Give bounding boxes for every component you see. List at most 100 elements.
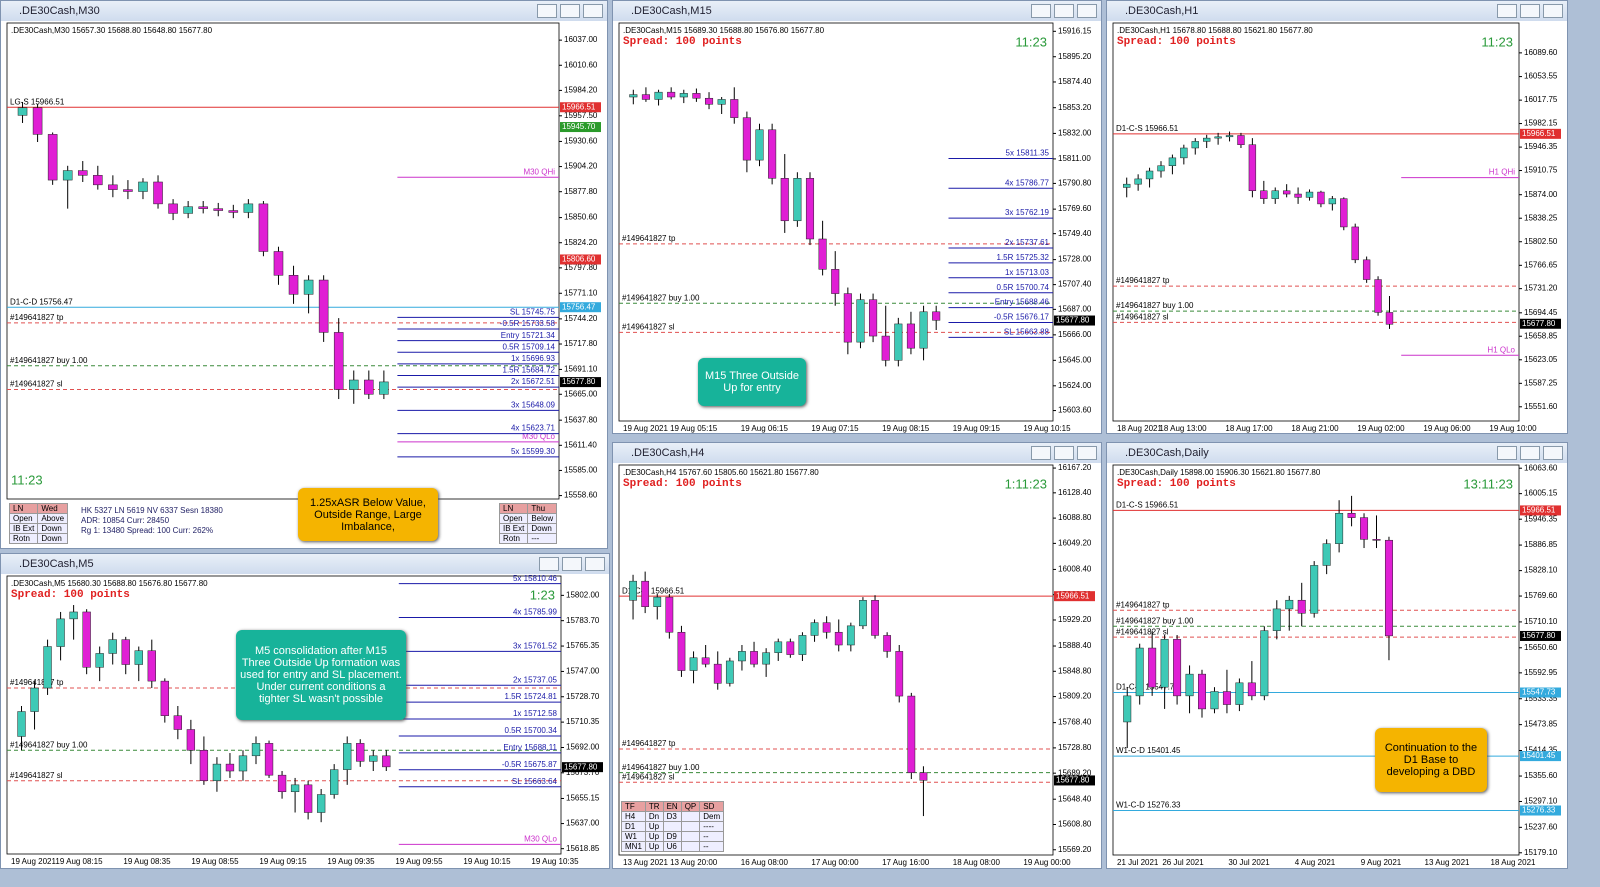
candle-body [677, 631, 686, 671]
x-tick-label: 19 Aug 06:15 [741, 424, 789, 433]
y-tick-label: 15828.10 [1524, 566, 1558, 575]
table-cell: Below [527, 513, 558, 524]
candle-body [213, 208, 224, 211]
price-tag [1520, 505, 1561, 516]
maximize-button[interactable] [1520, 4, 1540, 18]
candle-body [1328, 198, 1337, 205]
close-button[interactable] [1077, 4, 1097, 18]
candle-body [364, 379, 374, 395]
candle-body [1237, 135, 1245, 145]
bar-timer: 1:11:23 [1005, 476, 1047, 491]
candle-body [793, 178, 802, 222]
table-cell: MN1 [621, 841, 646, 852]
candle-body [805, 178, 815, 240]
level-label: #149641827 tp [10, 313, 64, 322]
candle-body [846, 625, 855, 646]
y-tick-label: 15802.00 [566, 590, 600, 599]
maximize-button[interactable] [1054, 4, 1074, 18]
x-tick-label: 13 Aug 2021 [1425, 858, 1470, 867]
candle-body [330, 769, 339, 795]
y-tick-label: 15611.40 [564, 440, 597, 449]
level-label: SL 15745.75 [510, 308, 556, 317]
chart-info: .DE30Cash,H1 15678.80 15688.80 15621.80 … [1117, 26, 1313, 35]
candle-body [1185, 673, 1194, 697]
price-tag-label: 15966.51 [562, 102, 596, 111]
x-tick-label: 19 Aug 08:55 [191, 857, 239, 866]
candle-body [1260, 190, 1268, 199]
level-label: LG-S 15966.51 [10, 97, 65, 106]
close-button[interactable] [1543, 4, 1563, 18]
candle-body [1282, 190, 1291, 195]
maximize-button[interactable] [1054, 446, 1074, 460]
level-label: 0.5R 15700.34 [505, 726, 558, 735]
y-tick-label: 16053.55 [1524, 72, 1558, 81]
candle-body [665, 596, 674, 633]
candle-body [379, 381, 389, 395]
chart-window: .DE30Cash,M5 .DE30Cash,M5 15680.30 15688.… [0, 553, 610, 869]
x-tick-label: 19 Aug 09:15 [953, 424, 1001, 433]
maximize-button[interactable] [1520, 446, 1540, 460]
candle-body [264, 743, 274, 776]
level-label: 2x 15737.61 [1005, 238, 1050, 247]
y-tick-label: 15655.15 [566, 794, 600, 803]
price-tag [560, 102, 601, 113]
close-button[interactable] [1543, 446, 1563, 460]
level-label: #149641827 sl [622, 323, 675, 332]
close-button[interactable] [1077, 446, 1097, 460]
minimize-button[interactable] [1497, 4, 1517, 18]
level-label: #149641827 buy 1.00 [1116, 301, 1194, 310]
chart-canvas: .DE30Cash,M15 15689.30 15688.80 15676.80… [618, 22, 1095, 433]
table-cell: Up [644, 841, 664, 852]
chart-info: .DE30Cash,M5 15680.30 15688.80 15676.80 … [11, 579, 208, 588]
callout: M5 consolidation after M15 Three Outside… [236, 630, 406, 720]
y-tick-label: 15618.85 [566, 844, 600, 853]
x-tick-label: 19 Aug 09:55 [395, 857, 443, 866]
y-tick-label: 15765.35 [566, 641, 600, 650]
candle-body [774, 641, 783, 653]
x-tick-label: 19 Aug 05:15 [670, 424, 718, 433]
table-cell: D1 [621, 821, 646, 832]
window-title: .DE30Cash,M15 [631, 5, 712, 17]
minimize-button[interactable] [537, 4, 557, 18]
y-tick-label: 15910.75 [1524, 166, 1558, 175]
level-label: W1-C-D 15401.45 [1116, 746, 1181, 755]
y-tick-label: 15886.85 [1524, 540, 1558, 549]
candle-body [369, 755, 378, 762]
price-tag-label: 15677.80 [562, 377, 596, 386]
x-tick-label: 4 Aug 2021 [1295, 858, 1336, 867]
maximize-button[interactable] [560, 4, 580, 18]
y-tick-label: 16008.40 [1058, 565, 1092, 574]
candle-body [755, 129, 764, 161]
candle-body [701, 657, 710, 665]
y-tick-label: 15916.15 [1058, 26, 1092, 35]
maximize-button[interactable] [562, 557, 582, 571]
stats-line: HK 5327 LN 5619 NV 6337 Sesn 18380 [81, 506, 223, 515]
y-tick-label: 15648.40 [1058, 794, 1092, 803]
candle-body [1248, 144, 1257, 192]
price-tag [1054, 775, 1095, 786]
window-title: .DE30Cash,M5 [19, 558, 94, 570]
close-button[interactable] [585, 557, 605, 571]
candle-body [1123, 183, 1131, 188]
y-tick-label: 15850.60 [564, 213, 598, 222]
y-tick-label: 15984.20 [564, 86, 598, 95]
candle-body [653, 596, 662, 607]
close-button[interactable] [583, 4, 603, 18]
x-tick-label: 16 Aug 08:00 [741, 858, 789, 867]
candle-body [843, 293, 852, 343]
y-tick-label: 15687.00 [1058, 304, 1092, 313]
candle-body [228, 210, 239, 213]
minimize-button[interactable] [1031, 4, 1051, 18]
minimize-button[interactable] [1031, 446, 1051, 460]
x-tick-label: 19 Aug 09:15 [259, 857, 307, 866]
y-tick-label: 16005.15 [1524, 489, 1558, 498]
title-bar: .DE30Cash,M5 [1, 554, 609, 574]
info-table: TF TR EN QP SD H4 Dn D3 Dem D1 Up ---- W1 Up D9 -- MN1 Up… [621, 801, 725, 852]
candle-body [856, 299, 865, 343]
y-tick-label: 15558.60 [564, 491, 598, 500]
candle-body [17, 107, 28, 116]
minimize-button[interactable] [1497, 446, 1517, 460]
candle-body [1157, 165, 1165, 172]
minimize-button[interactable] [539, 557, 559, 571]
level-label: #149641827 sl [622, 772, 675, 781]
